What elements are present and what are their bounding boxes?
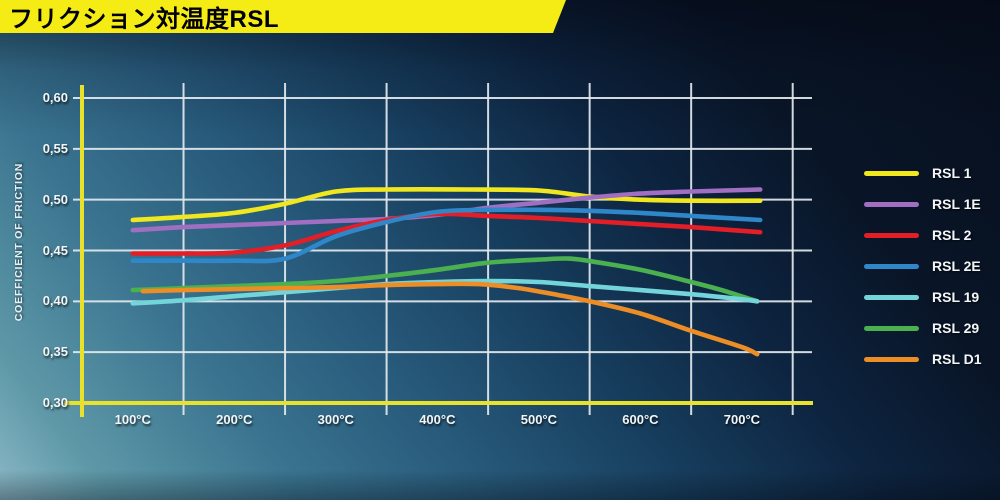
title-banner: フリクション対温度RSL (0, 0, 566, 33)
x-tick-label: 700°C (723, 412, 761, 427)
page-title: フリクション対温度RSL (9, 6, 279, 33)
legend-item-label: RSL 2 (932, 227, 972, 243)
legend-item: RSL 19 (864, 289, 979, 305)
y-tick-label: 0,55 (42, 140, 68, 156)
y-tick-label: 0,50 (42, 191, 68, 207)
series-line-rsl-d1 (140, 281, 760, 357)
legend-swatch-icon (864, 201, 919, 207)
legend-item: RSL 2E (864, 258, 981, 274)
y-tick-label: 0,30 (42, 395, 68, 410)
x-tick-label: 200°C (216, 412, 253, 427)
x-tick-label: 100°C (114, 412, 151, 427)
legend-swatch-icon (864, 294, 919, 300)
legend-item-label: RSL 29 (932, 320, 980, 336)
legend-item: RSL D1 (864, 351, 982, 367)
x-tick-label: 600°C (622, 412, 659, 427)
x-tick-label: 400°C (419, 412, 456, 427)
legend-item-label: RSL 19 (932, 289, 980, 305)
legend-swatch-icon (864, 170, 919, 176)
legend-item-label: RSL 2E (932, 258, 981, 274)
x-tick-label: 500°C (520, 412, 558, 427)
series-line-rsl-2 (130, 211, 763, 256)
legend-swatch-icon (864, 325, 919, 331)
y-tick-label: 0,35 (42, 344, 68, 360)
y-tick-label: 0,40 (42, 293, 68, 309)
legend-swatch-icon (864, 232, 919, 238)
legend-swatch-icon (864, 263, 919, 269)
legend-item: RSL 2 (864, 227, 971, 243)
series-line-rsl-29 (130, 256, 760, 304)
y-tick-label: 0,45 (42, 242, 68, 258)
series-line-rsl-1 (130, 187, 763, 223)
legend-item-label: RSL 1E (932, 196, 981, 212)
legend-item: RSL 29 (864, 320, 979, 336)
series-line-rsl-2e (130, 207, 763, 264)
x-tick-label: 300°C (317, 412, 354, 427)
y-tick-label: 0,60 (42, 90, 68, 105)
legend-item-label: RSL D1 (932, 351, 982, 367)
legend-item: RSL 1 (864, 165, 971, 181)
series-line-rsl-19 (130, 278, 760, 306)
legend-item: RSL 1E (864, 196, 981, 212)
legend-item-label: RSL 1 (932, 165, 972, 181)
legend-swatch-icon (864, 356, 919, 362)
